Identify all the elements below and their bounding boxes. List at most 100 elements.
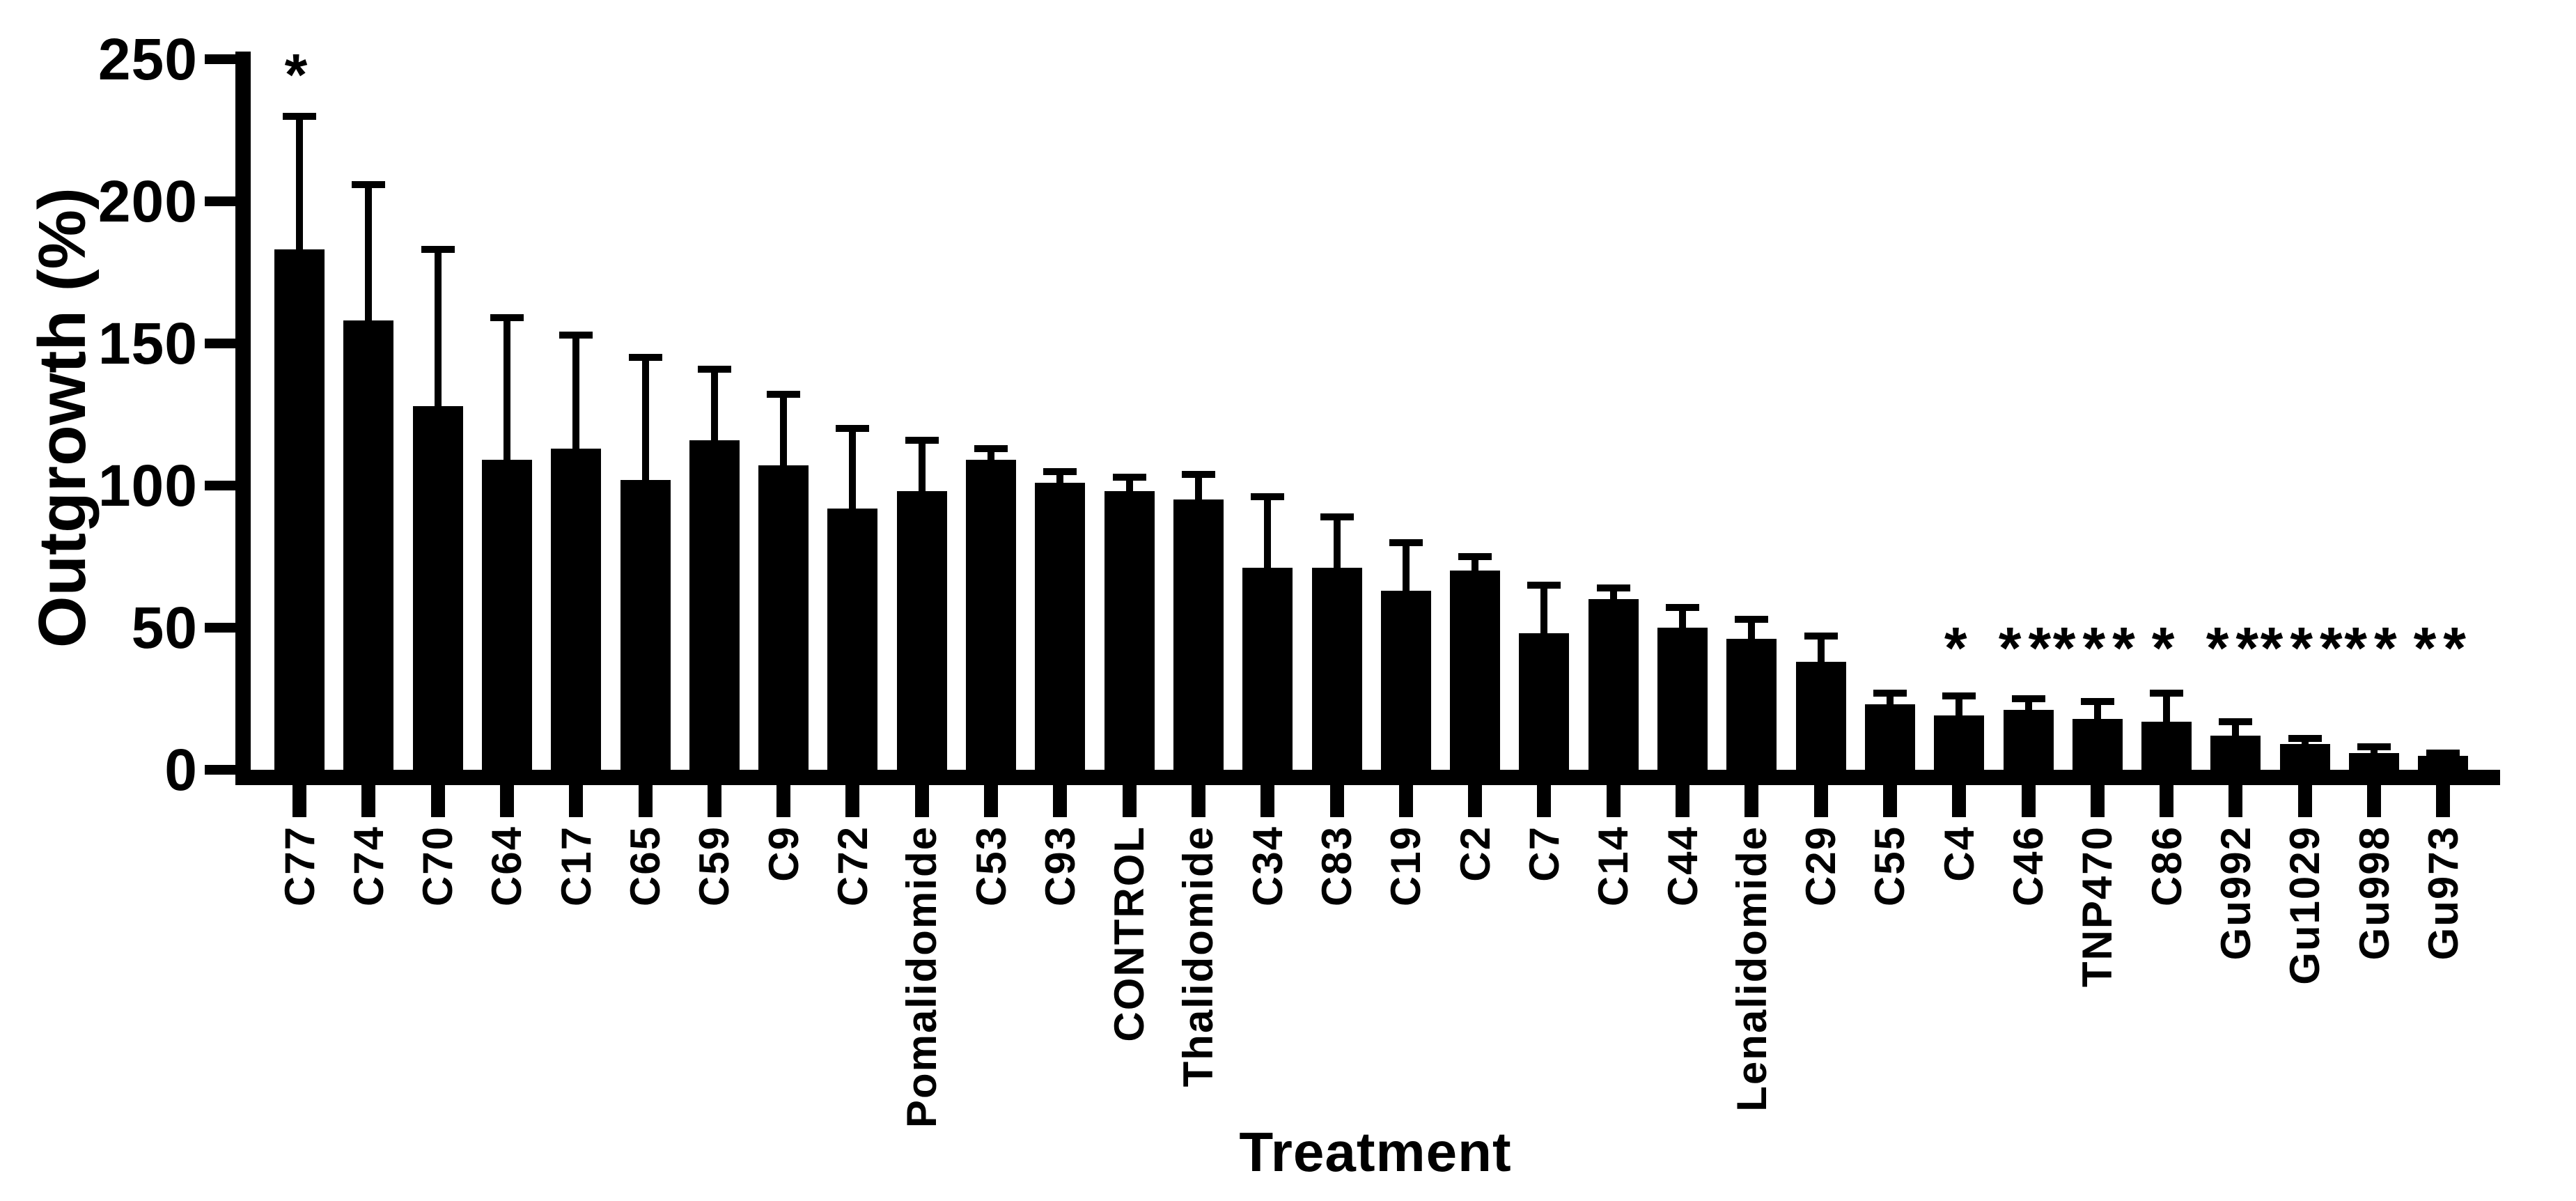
x-tick-label-wrap: Gu992: [2202, 826, 2269, 960]
y-tick: [205, 54, 235, 64]
x-tick: [430, 785, 445, 817]
error-bar-line: [1333, 516, 1341, 568]
bar: [1588, 599, 1639, 770]
x-tick-label-wrap: C17: [542, 826, 609, 906]
x-tick-label-wrap: C29: [1788, 826, 1855, 906]
bar: [481, 460, 532, 770]
x-tick: [2436, 785, 2451, 817]
error-bar-cap: [1596, 584, 1630, 591]
bar: [1242, 568, 1293, 770]
x-tick-label-wrap: C86: [2133, 826, 2200, 906]
x-tick-label: C7: [1520, 826, 1568, 882]
x-tick-label: C19: [1382, 826, 1430, 907]
bar: [2349, 752, 2399, 770]
x-tick-label: Pomalidomide: [898, 826, 946, 1129]
bar: [827, 508, 878, 770]
error-bar-line: [710, 369, 718, 440]
x-tick-label: C29: [1797, 826, 1845, 907]
x-tick: [2367, 785, 2381, 817]
x-tick-label-wrap: CONTROL: [1096, 826, 1163, 1042]
x-tick-label: C4: [1935, 826, 1983, 882]
x-tick-label: C83: [1313, 826, 1360, 907]
y-tick: [205, 196, 235, 206]
error-bar-cap: [1942, 692, 1976, 699]
x-tick-label: C64: [483, 826, 531, 907]
error-bar-cap: [628, 354, 662, 362]
x-tick: [914, 785, 929, 817]
error-bar-line: [1472, 557, 1479, 571]
x-tick-label-wrap: Gu973: [2410, 826, 2476, 960]
x-tick-label: C46: [2005, 826, 2052, 907]
x-tick-label-wrap: Gu998: [2341, 826, 2407, 960]
x-tick-label: C14: [1590, 826, 1637, 907]
x-tick: [2021, 785, 2036, 817]
x-tick-label: TNP470: [2074, 826, 2121, 988]
error-bar-line: [365, 184, 373, 321]
x-tick: [984, 785, 998, 817]
x-tick: [1122, 785, 1137, 817]
x-tick-label-wrap: Lenalidomide: [1718, 826, 1785, 1112]
significance-asterisks: **: [1998, 615, 2059, 681]
significance-asterisks: **: [2413, 615, 2473, 681]
error-bar-cap: [283, 112, 316, 120]
error-bar-line: [296, 116, 303, 250]
x-tick-label: Gu992: [2212, 826, 2259, 961]
x-tick: [1191, 785, 1205, 817]
bar: [2418, 755, 2469, 770]
x-tick-label: C93: [1036, 826, 1084, 907]
x-tick-label-wrap: Thalidomide: [1165, 826, 1232, 1087]
error-bar-cap: [697, 365, 731, 373]
x-tick: [1260, 785, 1275, 817]
x-tick-label-wrap: C70: [405, 826, 471, 906]
y-tick: [205, 339, 235, 348]
bar: [343, 320, 394, 770]
x-tick-label: C74: [345, 826, 392, 907]
bar: [551, 448, 602, 770]
x-tick-label-wrap: C72: [819, 826, 886, 906]
x-tick: [1606, 785, 1621, 817]
x-tick: [1882, 785, 1897, 817]
error-bar-line: [1402, 542, 1410, 591]
error-bar-line: [1125, 476, 1133, 492]
bar: [1795, 661, 1846, 770]
error-bar-line: [572, 334, 580, 449]
x-tick-label-wrap: C55: [1857, 826, 1923, 906]
significance-asterisks: *: [284, 41, 315, 107]
x-tick-label-wrap: C65: [612, 826, 679, 906]
error-bar-cap: [974, 444, 1008, 452]
x-tick-label: C65: [622, 826, 669, 907]
x-tick: [292, 785, 306, 817]
error-bar-line: [641, 357, 649, 480]
error-bar-line: [2093, 702, 2101, 719]
bar: [1864, 704, 1915, 770]
error-bar-line: [1540, 584, 1548, 634]
x-tick-label: C2: [1451, 826, 1499, 882]
x-tick: [569, 785, 584, 817]
y-axis-title-wrap: Outgrowth (%): [21, 0, 104, 836]
x-tick-label: Gu973: [2419, 826, 2467, 961]
bar: [620, 479, 671, 770]
y-tick-label: 250: [97, 26, 198, 92]
x-tick-label: Gu1029: [2281, 826, 2329, 985]
error-bar-line: [503, 318, 510, 460]
error-bar-cap: [352, 180, 386, 188]
y-axis-line: [235, 52, 251, 785]
x-tick: [1053, 785, 1068, 817]
error-bar-cap: [836, 425, 870, 433]
error-bar-cap: [1804, 633, 1838, 640]
x-tick-label-wrap: C19: [1373, 826, 1439, 906]
x-tick-label-wrap: C77: [266, 826, 333, 906]
x-tick-label: C59: [691, 826, 738, 907]
y-tick-label: 150: [97, 311, 198, 376]
error-bar-cap: [490, 314, 524, 322]
x-tick-label-wrap: C9: [750, 826, 817, 882]
error-bar-cap: [421, 246, 455, 254]
error-bar-line: [780, 394, 788, 466]
error-bar-cap: [2219, 718, 2253, 725]
error-bar-cap: [2357, 743, 2391, 751]
bar: [1657, 628, 1708, 770]
x-tick-label: CONTROL: [1106, 826, 1153, 1042]
error-bar-cap: [905, 436, 939, 444]
error-bar-line: [1817, 636, 1825, 662]
x-tick-label: Gu998: [2350, 826, 2398, 961]
